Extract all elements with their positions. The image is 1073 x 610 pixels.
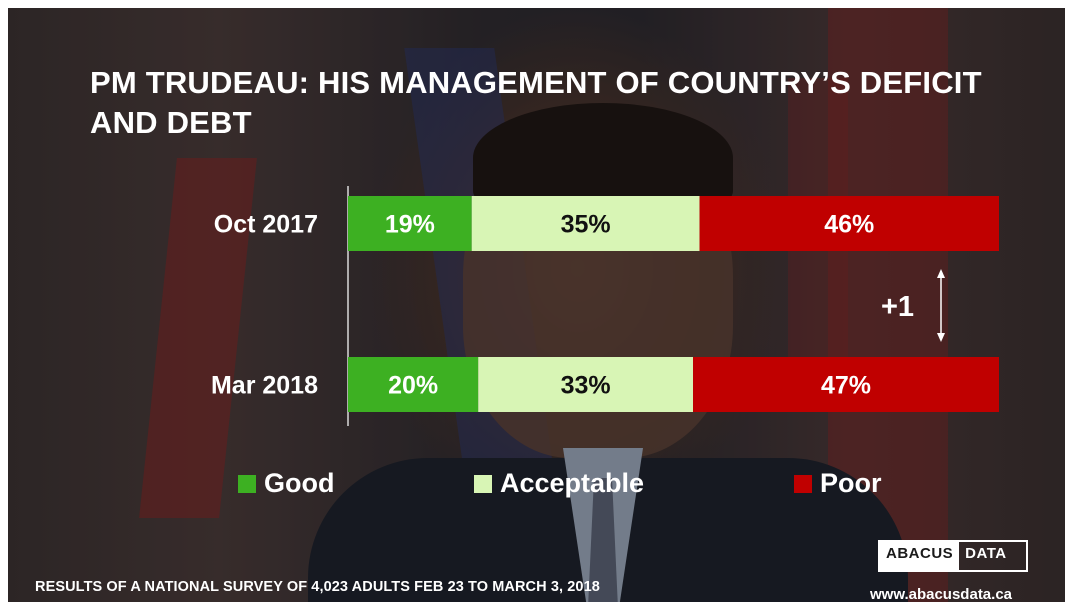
- change-label: +1: [881, 291, 915, 323]
- background-overlay: [8, 8, 1065, 602]
- legend-item-poor: Poor: [794, 468, 882, 499]
- data-label-acceptable: 33%: [561, 372, 611, 400]
- data-label-poor: 47%: [821, 372, 871, 400]
- footnote: RESULTS OF A NATIONAL SURVEY OF 4,023 AD…: [35, 579, 600, 595]
- data-label-good: 20%: [388, 372, 438, 400]
- background-portrait-hair: [473, 103, 733, 213]
- data-label-poor: 46%: [824, 211, 874, 239]
- logo-part-2: DATA: [965, 545, 1007, 562]
- stacked-bar-chart: 19% 35% 46% 20% 33% 47% Oct 2017 Mar 2018: [211, 186, 999, 426]
- legend-swatch-poor: [794, 474, 812, 493]
- bars-group: 19% 35% 46% 20% 33% 47%: [348, 196, 999, 412]
- legend-item-good: Good: [238, 468, 334, 499]
- chart-title: PM TRUDEAU: HIS MANAGEMENT OF COUNTRY’S …: [90, 65, 982, 140]
- legend-label-good: Good: [264, 468, 335, 498]
- bar-segment-acceptable: [471, 196, 700, 251]
- legend-label-poor: Poor: [820, 468, 882, 498]
- bar-segment-poor: [699, 196, 999, 251]
- bar-segment-good: [348, 196, 472, 251]
- legend-swatch-acceptable: [474, 474, 492, 493]
- change-arrow-icon: [937, 269, 945, 342]
- data-label-acceptable: 35%: [561, 211, 611, 239]
- bar-segment-poor: [693, 357, 999, 412]
- legend-swatch-good: [238, 474, 256, 493]
- legend-label-acceptable: Acceptable: [500, 468, 645, 498]
- category-labels-group: Oct 2017 Mar 2018: [211, 211, 318, 400]
- category-label: Oct 2017: [214, 211, 318, 239]
- logo-part-1: ABACUS: [880, 542, 960, 570]
- legend-item-acceptable: Acceptable: [474, 468, 644, 499]
- bar-segment-acceptable: [478, 357, 694, 412]
- category-label: Mar 2018: [211, 372, 318, 400]
- data-label-good: 19%: [385, 211, 435, 239]
- bar-segment-good: [348, 357, 479, 412]
- abacus-data-logo: ABACUS DATA: [878, 540, 1028, 572]
- slide: PM TRUDEAU: HIS MANAGEMENT OF COUNTRY’S …: [8, 8, 1065, 602]
- website-link[interactable]: www.abacusdata.ca: [870, 586, 1013, 602]
